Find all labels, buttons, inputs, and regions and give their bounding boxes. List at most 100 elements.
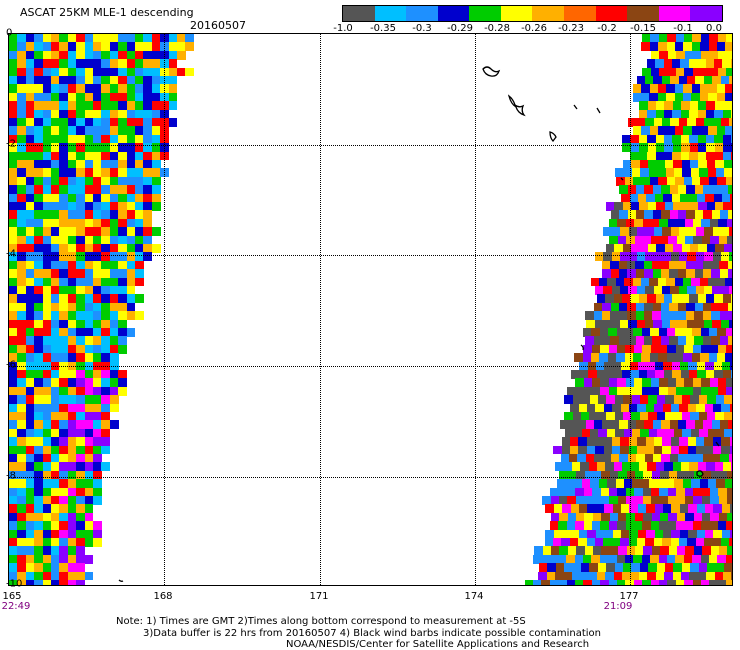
wind-cell xyxy=(118,302,128,312)
wind-cell xyxy=(566,386,576,396)
wind-cell xyxy=(17,185,27,195)
wind-cell xyxy=(649,277,659,287)
wind-cell xyxy=(650,521,660,531)
wind-cell xyxy=(577,420,587,430)
wind-cell xyxy=(93,210,102,220)
wind-cell xyxy=(168,101,178,111)
wind-cell xyxy=(709,521,719,531)
wind-cell xyxy=(67,336,77,346)
wind-cell xyxy=(653,227,663,237)
wind-cell xyxy=(126,244,136,253)
wind-cell xyxy=(580,571,590,581)
wind-cell xyxy=(67,328,77,337)
wind-cell xyxy=(710,512,720,522)
wind-cell xyxy=(93,294,102,304)
wind-cell xyxy=(635,336,645,346)
wind-cell xyxy=(600,487,610,497)
wind-cell xyxy=(654,403,664,413)
wind-cell xyxy=(34,470,44,480)
wind-cell xyxy=(581,395,591,405)
wind-cell xyxy=(719,210,729,220)
wind-cell xyxy=(118,277,128,287)
wind-cell xyxy=(682,428,692,438)
wind-cell xyxy=(731,370,732,379)
wind-cell xyxy=(151,92,161,102)
wind-cell xyxy=(59,118,69,127)
wind-cell xyxy=(628,538,638,547)
wind-cell xyxy=(583,344,593,354)
wind-cell xyxy=(17,496,27,505)
wind-cell xyxy=(670,252,680,262)
wind-cell xyxy=(9,235,18,245)
wind-cell xyxy=(76,227,86,237)
wind-cell xyxy=(623,395,633,405)
wind-cell xyxy=(592,512,602,522)
wind-cell xyxy=(553,445,563,455)
wind-cell xyxy=(650,50,660,60)
wind-cell xyxy=(631,395,641,405)
wind-cell xyxy=(51,395,60,405)
wind-cell xyxy=(34,319,44,329)
wind-cell xyxy=(677,302,687,312)
wind-cell xyxy=(725,328,732,337)
wind-cell xyxy=(25,370,35,379)
wind-cell xyxy=(670,538,680,547)
wind-cell xyxy=(51,445,60,455)
wind-cell xyxy=(731,101,732,111)
wind-cell xyxy=(711,311,721,321)
wind-cell xyxy=(660,546,670,556)
wind-cell xyxy=(659,378,669,388)
wind-cell xyxy=(34,59,44,69)
x-tick-label: 177 xyxy=(619,591,639,602)
wind-cell xyxy=(550,546,560,556)
wind-cell xyxy=(620,286,629,295)
wind-cell xyxy=(59,336,69,346)
wind-cell xyxy=(703,420,713,430)
wind-cell xyxy=(631,168,641,178)
wind-cell xyxy=(575,487,585,497)
wind-cell xyxy=(606,244,615,253)
wind-cell xyxy=(101,269,111,279)
wind-cell xyxy=(728,454,732,463)
wind-cell xyxy=(93,118,102,127)
wind-cell xyxy=(703,269,712,279)
wind-cell xyxy=(694,185,704,195)
wind-cell xyxy=(700,84,709,94)
wind-cell xyxy=(135,118,144,127)
wind-cell xyxy=(638,109,648,119)
wind-cell xyxy=(695,118,705,127)
wind-cell xyxy=(101,428,111,438)
wind-cell xyxy=(126,269,136,279)
wind-cell xyxy=(84,378,94,388)
wind-cell xyxy=(619,420,629,430)
wind-cell xyxy=(34,328,44,337)
wind-cell xyxy=(51,353,60,363)
wind-cell xyxy=(679,403,689,413)
wind-cell xyxy=(667,487,677,497)
y-tick-label: -4 xyxy=(6,248,16,260)
wind-cell xyxy=(599,353,609,363)
wind-cell xyxy=(601,512,611,522)
wind-cell xyxy=(709,487,719,497)
colorbar-label: -0.26 xyxy=(521,23,547,34)
wind-cell xyxy=(101,286,111,295)
wind-cell xyxy=(622,563,632,573)
wind-cell xyxy=(42,244,52,253)
wind-cell xyxy=(76,353,86,363)
wind-cell xyxy=(51,487,60,497)
wind-cell xyxy=(135,294,144,304)
wind-cell xyxy=(17,151,27,161)
wind-cell xyxy=(51,34,60,43)
wind-cell xyxy=(589,563,599,573)
wind-cell xyxy=(716,84,726,94)
wind-cell xyxy=(135,34,144,43)
wind-cell xyxy=(126,118,136,127)
wind-cell xyxy=(34,378,44,388)
wind-cell xyxy=(690,563,699,573)
wind-cell xyxy=(728,269,732,279)
wind-cell xyxy=(542,496,552,505)
wind-cell xyxy=(719,269,729,279)
wind-cell xyxy=(93,244,102,253)
wind-cell xyxy=(59,546,69,556)
wind-cell xyxy=(59,529,69,539)
